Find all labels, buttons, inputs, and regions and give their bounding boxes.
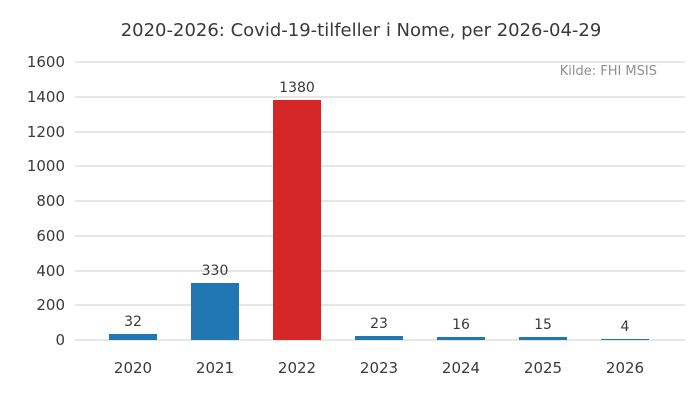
bar-2022 [273, 100, 321, 340]
gridline-y-0 [75, 339, 685, 341]
bar-2024 [437, 337, 485, 340]
bar-value-label-2023: 23 [370, 316, 388, 332]
bar-value-label-2024: 16 [452, 317, 470, 334]
bar-2025 [519, 337, 567, 340]
xtick-label-2022: 2022 [277, 359, 317, 377]
bar-2026 [601, 339, 649, 340]
gridline-y-800 [75, 200, 685, 202]
source-annotation: Kilde: FHI MSIS [559, 64, 657, 79]
bar-2023 [355, 336, 403, 340]
bar-value-label-2020: 32 [124, 314, 142, 331]
ytick-label-400: 400 [36, 261, 65, 280]
gridline-y-1400 [75, 95, 685, 98]
gridline-y-200 [75, 304, 685, 307]
xtick-label-2024: 2024 [441, 359, 481, 377]
chart-title: 2020-2026: Covid-19-tilfeller i Nome, pe… [120, 20, 602, 41]
bar-2020 [109, 334, 157, 340]
ytick-label-1000: 1000 [26, 157, 65, 176]
ytick-label-1600: 1600 [26, 53, 65, 71]
gridline-y-1000 [75, 165, 685, 168]
xtick-label-2026: 2026 [605, 359, 645, 377]
bar-value-label-2025: 15 [534, 317, 552, 334]
bar-2021 [191, 282, 239, 340]
bar-value-label-2022: 1380 [279, 80, 315, 97]
gridline-y-1600 [75, 61, 685, 63]
ytick-label-0: 0 [55, 331, 65, 349]
xtick-label-2021: 2021 [195, 359, 235, 377]
ytick-label-800: 800 [36, 192, 65, 210]
gridline-y-600 [75, 234, 685, 237]
xtick-label-2023: 2023 [359, 359, 399, 377]
ytick-label-200: 200 [36, 296, 65, 315]
ytick-label-600: 600 [36, 226, 65, 245]
bar-value-label-2021: 330 [201, 262, 229, 279]
bar-value-label-2026: 4 [620, 319, 630, 336]
ytick-label-1400: 1400 [26, 87, 65, 106]
xtick-label-2025: 2025 [523, 359, 563, 377]
ytick-label-1200: 1200 [26, 122, 65, 141]
xtick-label-2020: 2020 [113, 359, 153, 377]
gridline-y-400 [75, 269, 685, 272]
gridline-y-1200 [75, 130, 685, 133]
